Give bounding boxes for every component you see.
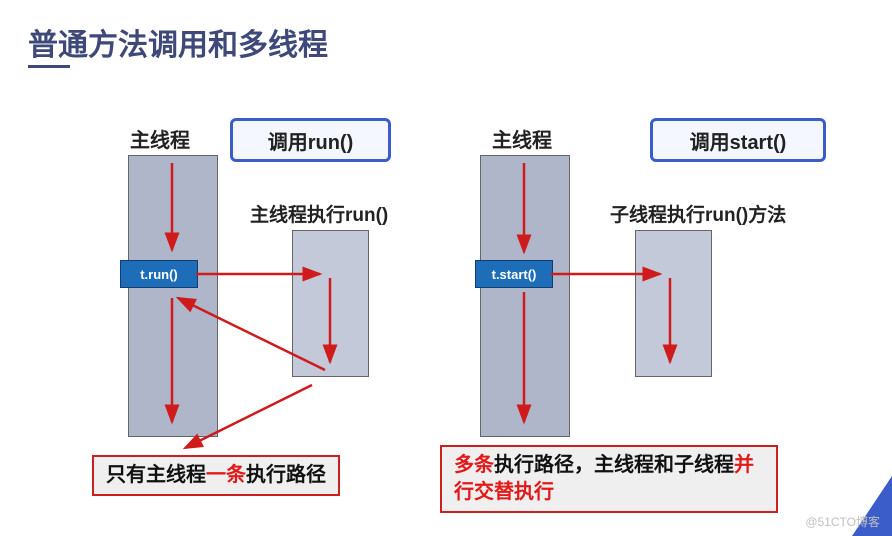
right-caption-seg1: 执行路径，主线程和子线程 <box>494 454 734 476</box>
left-caption-seg1: 只有主线程 <box>106 464 206 486</box>
right-child-bar <box>635 230 712 377</box>
left-caption-seg2: 执行路径 <box>246 464 326 486</box>
left-main-bar <box>128 155 218 437</box>
left-exec-label: 主线程执行run() <box>250 200 388 227</box>
left-main-thread-label: 主线程 <box>130 124 190 153</box>
right-call-box: 调用start() <box>650 118 826 162</box>
left-child-bar <box>292 230 369 377</box>
left-method-box: t.run() <box>120 260 198 288</box>
page-title: 普通方法调用和多线程 <box>28 20 328 64</box>
right-main-bar <box>480 155 570 437</box>
right-exec-label: 子线程执行run()方法 <box>610 200 786 227</box>
right-caption-red1: 多条 <box>454 454 494 476</box>
left-caption-red: 一条 <box>206 464 246 486</box>
left-caption: 只有主线程一条执行路径 <box>92 455 340 496</box>
left-call-box: 调用run() <box>230 118 391 162</box>
right-method-box: t.start() <box>475 260 553 288</box>
right-caption: 多条执行路径，主线程和子线程并行交替执行 <box>440 445 778 513</box>
title-underline <box>28 65 70 68</box>
right-main-thread-label: 主线程 <box>492 124 552 153</box>
diagram-stage: 主线程 调用run() 主线程执行run() t.run() 主线程 调用sta… <box>0 100 892 520</box>
